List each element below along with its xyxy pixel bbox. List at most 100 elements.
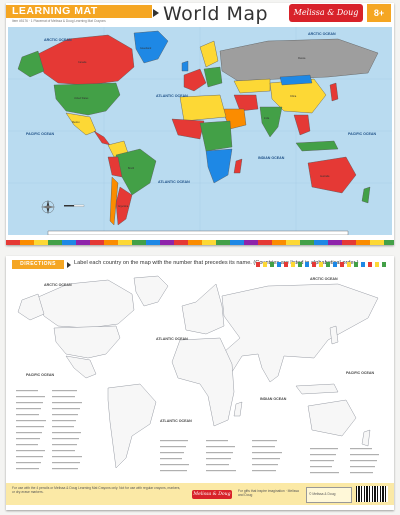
list-line <box>16 420 46 422</box>
ocean-label-indian: INDIAN OCEAN <box>258 156 285 160</box>
list-line <box>16 390 38 392</box>
list-line <box>350 472 373 474</box>
country-iran <box>233 94 259 112</box>
country-mongolia <box>279 74 313 86</box>
country-uk <box>181 60 189 72</box>
country-southern-africa <box>205 148 233 184</box>
mat-footer: For use with the 4 pencils or Melissa & … <box>6 483 394 505</box>
age-badge: 8+ <box>367 4 391 22</box>
outline-world-map-svg: ARCTIC OCEAN ARCTIC OCEAN PACIFIC OCEAN … <box>16 275 379 474</box>
country-west-africa <box>171 118 205 140</box>
learning-mat-badge: LEARNING MAT <box>6 5 152 18</box>
list-line <box>252 440 277 442</box>
list-line <box>252 452 282 454</box>
country-label-canada: Canada <box>78 61 87 64</box>
color-strip <box>6 240 394 245</box>
outline-ocean-label-indian: INDIAN OCEAN <box>260 397 287 401</box>
list-line <box>16 468 39 470</box>
list-line <box>16 462 41 464</box>
country-label-china: China <box>290 95 297 98</box>
outline-ocean-label-arctic: ARCTIC OCEAN <box>44 283 72 287</box>
scale-bar <box>64 204 85 207</box>
antarctica <box>47 230 349 236</box>
list-line <box>206 440 228 442</box>
list-line <box>52 438 79 440</box>
learning-mat-bottom: DIRECTIONS Label each country on the map… <box>6 256 394 510</box>
page-title: World Map <box>163 3 269 25</box>
list-line <box>52 402 82 404</box>
brand-logo: Melissa & Doug <box>289 4 363 22</box>
country-label-united-states: United States <box>74 97 89 100</box>
list-line <box>206 446 235 448</box>
country-north-africa <box>179 94 227 122</box>
colored-world-map: ARCTIC OCEAN ARCTIC OCEAN PACIFIC OCEAN … <box>8 27 392 236</box>
country-mexico <box>65 112 97 136</box>
list-line <box>16 414 39 416</box>
ocean-label-arctic: ARCTIC OCEAN <box>44 38 72 42</box>
list-line <box>252 464 278 466</box>
ocean-label-atlantic: ATLANTIC OCEAN <box>156 94 188 98</box>
ocean-label-atlantic-south: ATLANTIC OCEAN <box>158 180 190 184</box>
footer-copyright: © Melissa & Doug <box>309 492 336 496</box>
directions-badge: DIRECTIONS <box>12 260 64 269</box>
outline-ocean-label-atlantic-south: ATLANTIC OCEAN <box>160 419 192 423</box>
country-china <box>269 78 327 114</box>
list-line <box>52 462 80 464</box>
country-united-states <box>53 82 121 116</box>
list-line <box>16 432 42 434</box>
list-line <box>52 468 78 470</box>
footer-tagline: For gifts that inspire imagination · Mel… <box>238 489 299 497</box>
list-line <box>206 452 233 454</box>
country-australia <box>307 156 357 194</box>
list-line <box>160 464 189 466</box>
country-indonesia <box>295 140 339 152</box>
country-argentina <box>115 186 133 226</box>
country-label-greenland: Greenland <box>140 47 152 50</box>
country-number-lists <box>16 390 379 474</box>
list-line <box>310 460 334 462</box>
outline-ocean-label-atlantic: ATLANTIC OCEAN <box>156 337 188 341</box>
country-label-australia: Australia <box>320 175 330 178</box>
country-label-brazil: Brazil <box>128 167 134 170</box>
continents <box>17 30 379 236</box>
outline-ocean-label-pacific: PACIFIC OCEAN <box>26 373 54 377</box>
mat-header: LEARNING MAT Item #5176 · 1 Placemat of … <box>6 3 394 27</box>
list-line <box>350 466 375 468</box>
color-dots <box>256 262 386 267</box>
list-line <box>52 432 81 434</box>
country-central-america <box>93 130 111 146</box>
country-alaska <box>17 50 45 78</box>
list-line <box>52 456 82 458</box>
country-scandinavia <box>199 40 219 68</box>
list-line <box>252 446 275 448</box>
outline-world-map: ARCTIC OCEAN ARCTIC OCEAN PACIFIC OCEAN … <box>10 272 390 480</box>
list-line <box>16 396 45 398</box>
country-russia <box>219 38 379 82</box>
country-india <box>259 106 283 138</box>
list-line <box>160 470 187 472</box>
barcode-icon <box>356 486 388 502</box>
list-line <box>160 452 184 454</box>
list-line <box>350 448 372 450</box>
colored-world-map-svg: ARCTIC OCEAN ARCTIC OCEAN PACIFIC OCEAN … <box>8 27 392 236</box>
list-line <box>252 470 276 472</box>
list-line <box>16 456 43 458</box>
list-line <box>206 458 231 460</box>
directions-text: Label each country on the map with the n… <box>74 260 359 266</box>
list-line <box>52 450 75 452</box>
country-europe-west <box>183 68 207 92</box>
country-peru <box>107 156 123 178</box>
list-line <box>52 414 78 416</box>
numbered-list <box>16 390 379 474</box>
list-line <box>350 460 377 462</box>
country-central-africa <box>199 120 233 152</box>
list-line <box>52 420 76 422</box>
list-line <box>16 402 43 404</box>
list-line <box>52 444 77 446</box>
ocean-label-pacific-east: PACIFIC OCEAN <box>348 132 376 136</box>
country-europe-central <box>203 66 223 88</box>
footer-info-box: © Melissa & Doug <box>306 487 352 503</box>
country-label-mexico: Mexico <box>72 121 80 124</box>
list-line <box>160 458 182 460</box>
list-line <box>52 390 77 392</box>
